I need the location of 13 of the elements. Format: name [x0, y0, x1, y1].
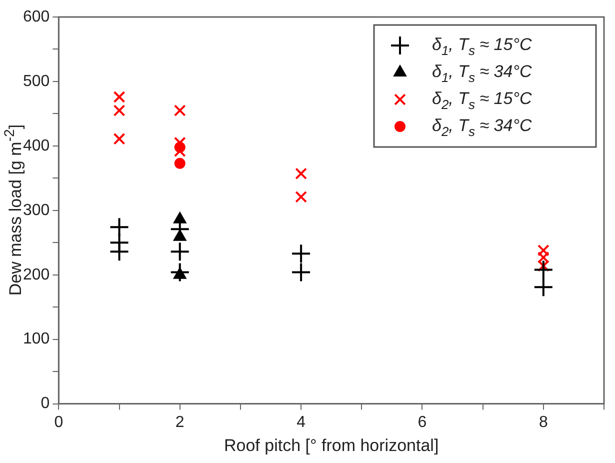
y-tick-label: 500 — [22, 72, 50, 90]
y-tick-label: 600 — [22, 8, 50, 26]
y-tick-label: 300 — [22, 202, 50, 219]
y-tick-label: 0 — [40, 395, 50, 412]
y-tick-label: 400 — [22, 137, 50, 154]
x-axis-title: Roof pitch [° from horizontal] — [223, 436, 440, 456]
y-tick-label: 200 — [22, 266, 50, 284]
x-tick-label: 0 — [54, 414, 64, 431]
x-tick-label: 8 — [538, 414, 548, 431]
y-tick-label: 100 — [22, 330, 50, 348]
x-tick-label: 6 — [418, 414, 427, 431]
x-tick-label: 4 — [296, 414, 306, 431]
x-tick-label: 2 — [175, 414, 184, 431]
